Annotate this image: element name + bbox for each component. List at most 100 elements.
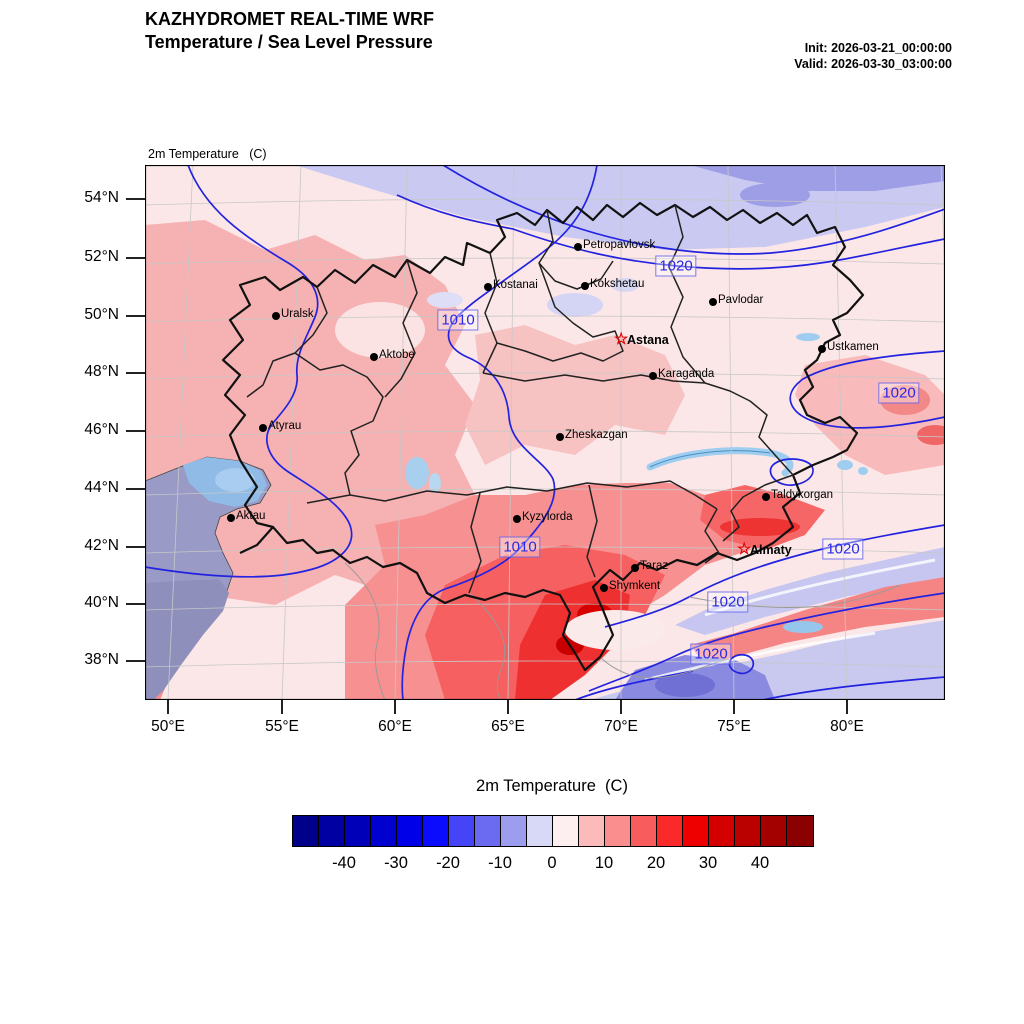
lat-tick-mark bbox=[126, 198, 145, 200]
city-dot-icon bbox=[259, 424, 267, 432]
colorbar-tick-label: 20 bbox=[646, 854, 666, 872]
lon-tick-label: 75°E bbox=[717, 718, 751, 735]
isobar-label: 1020 bbox=[707, 591, 749, 613]
lon-tick-mark bbox=[507, 700, 509, 714]
lon-tick-label: 80°E bbox=[830, 718, 864, 735]
isobar-label: 1020 bbox=[822, 538, 864, 560]
lat-tick-label: 46°N bbox=[84, 421, 119, 438]
colorbar-tick-label: -10 bbox=[488, 854, 512, 872]
colorbar-cell bbox=[579, 816, 605, 846]
city-label: Taraz bbox=[640, 560, 669, 572]
colorbar-cell bbox=[761, 816, 787, 846]
colorbar-cell bbox=[293, 816, 319, 846]
colorbar bbox=[292, 815, 814, 847]
city-dot-icon bbox=[227, 514, 235, 522]
lat-tick-label: 52°N bbox=[84, 248, 119, 265]
colorbar-tick-label: 30 bbox=[698, 854, 718, 872]
isobar-label: 1020 bbox=[655, 255, 697, 277]
run-info: Init: 2026-03-21_00:00:00 Valid: 2026-03… bbox=[690, 40, 952, 72]
city-label: Astana bbox=[627, 333, 669, 347]
lat-tick-label: 54°N bbox=[84, 189, 119, 206]
city-label: Almaty bbox=[750, 543, 792, 557]
lat-tick-label: 40°N bbox=[84, 594, 119, 611]
lon-tick-mark bbox=[620, 700, 622, 714]
colorbar-cell bbox=[657, 816, 683, 846]
city-dot-icon bbox=[600, 584, 608, 592]
lat-tick-mark bbox=[126, 315, 145, 317]
lat-tick-mark bbox=[126, 257, 145, 259]
lat-tick-label: 42°N bbox=[84, 537, 119, 554]
city-dot-icon bbox=[556, 433, 564, 441]
lat-tick-mark bbox=[126, 546, 145, 548]
lon-tick-label: 55°E bbox=[265, 718, 299, 735]
colorbar-cell bbox=[553, 816, 579, 846]
city-label: Zheskazgan bbox=[565, 429, 628, 441]
neighbor-borders bbox=[344, 562, 902, 700]
city-dot-icon bbox=[649, 372, 657, 380]
lat-tick-label: 38°N bbox=[84, 651, 119, 668]
map-frame: 54°N 52°N 50°N 48°N 46°N 44°N 42°N 40°N 38°N 50°E… bbox=[84, 165, 945, 735]
legend-temperature: 2m Temperature (C) bbox=[148, 147, 267, 161]
colorbar-cell bbox=[475, 816, 501, 846]
city-dot-icon bbox=[581, 282, 589, 290]
isobar-label: 1020 bbox=[690, 643, 732, 665]
capital-star-icon: ☆ bbox=[737, 541, 752, 558]
lat-tick-label: 50°N bbox=[84, 306, 119, 323]
colorbar-cell bbox=[683, 816, 709, 846]
city-label: Kokshetau bbox=[590, 278, 645, 290]
lat-tick-label: 48°N bbox=[84, 363, 119, 380]
colorbar-cell bbox=[501, 816, 527, 846]
city-label: Kostanai bbox=[493, 279, 538, 291]
title-line-1: KAZHYDROMET REAL-TIME WRF bbox=[145, 9, 434, 29]
lon-tick-mark bbox=[394, 700, 396, 714]
city-label: Petropavlovsk bbox=[583, 239, 656, 251]
lake-issyk-kul bbox=[783, 621, 823, 633]
city-label: Pavlodar bbox=[718, 294, 764, 306]
aral-sea bbox=[405, 457, 429, 489]
colorbar-title: 2m Temperature (C) bbox=[476, 777, 628, 795]
colorbar-tick-label: -30 bbox=[384, 854, 408, 872]
oblast-borders bbox=[246, 204, 794, 594]
colorbar-cell bbox=[423, 816, 449, 846]
colorbar-cell bbox=[397, 816, 423, 846]
colorbar-tick-label: 0 bbox=[547, 854, 557, 872]
lon-tick-label: 50°E bbox=[151, 718, 185, 735]
city-label: Ustkamen bbox=[827, 341, 879, 353]
colorbar-tick-label: -40 bbox=[332, 854, 356, 872]
capital-star-icon: ☆ bbox=[614, 331, 629, 348]
lon-tick-label: 65°E bbox=[491, 718, 525, 735]
city-dot-icon bbox=[484, 283, 492, 291]
lon-tick-label: 70°E bbox=[604, 718, 638, 735]
city-dot-icon bbox=[272, 312, 280, 320]
city-dot-icon bbox=[709, 298, 717, 306]
lat-tick-mark bbox=[126, 430, 145, 432]
init-time: Init: 2026-03-21_00:00:00 bbox=[804, 41, 952, 55]
colorbar-tick-label: 10 bbox=[594, 854, 614, 872]
city-label: Aktau bbox=[236, 510, 266, 522]
lat-tick-mark bbox=[126, 488, 145, 490]
colorbar-cell bbox=[735, 816, 761, 846]
colorbar-tick-label: -20 bbox=[436, 854, 460, 872]
city-label: Kyzylorda bbox=[522, 511, 573, 523]
lon-tick-mark bbox=[167, 700, 169, 714]
city-dot-icon bbox=[370, 353, 378, 361]
city-label: Uralsk bbox=[281, 308, 314, 320]
isobar-label: 1010 bbox=[499, 536, 541, 558]
lat-tick-mark bbox=[126, 603, 145, 605]
colorbar-cell bbox=[631, 816, 657, 846]
valid-time: Valid: 2026-03-30_03:00:00 bbox=[794, 57, 952, 71]
colorbar-cell bbox=[345, 816, 371, 846]
lon-tick-label: 60°E bbox=[378, 718, 412, 735]
colorbar-cell bbox=[319, 816, 345, 846]
colorbar-cell bbox=[527, 816, 553, 846]
title-line-2: Temperature / Sea Level Pressure bbox=[145, 32, 433, 52]
lon-tick-mark bbox=[846, 700, 848, 714]
city-dot-icon bbox=[631, 564, 639, 572]
city-dot-icon bbox=[574, 243, 582, 251]
lon-tick-mark bbox=[733, 700, 735, 714]
map-overlay: 54°N 52°N 50°N 48°N 46°N 44°N 42°N 40°N 38°N 50°E… bbox=[84, 165, 945, 735]
lat-tick-label: 44°N bbox=[84, 479, 119, 496]
colorbar-cell bbox=[787, 816, 813, 846]
lat-tick-mark bbox=[126, 660, 145, 662]
city-label: Taldykorgan bbox=[771, 489, 834, 501]
